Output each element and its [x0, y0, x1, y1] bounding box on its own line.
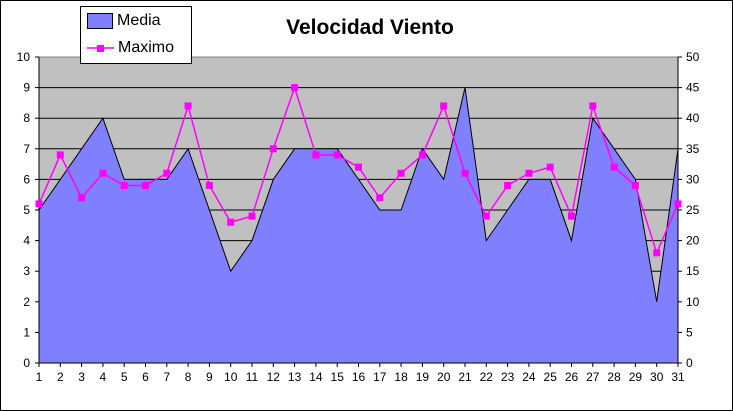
x-tick-label: 12	[267, 370, 281, 384]
y-left-tick-label: 7	[23, 142, 30, 156]
series-maximo-marker	[99, 169, 107, 177]
series-maximo-marker	[120, 182, 128, 190]
y-right-tick-label: 50	[686, 50, 700, 64]
series-maximo-marker	[376, 194, 384, 202]
y-right-tick-label: 20	[686, 234, 700, 248]
series-maximo-marker	[78, 194, 86, 202]
x-tick-label: 13	[288, 370, 302, 384]
x-tick-label: 29	[629, 370, 643, 384]
x-tick-label: 17	[373, 370, 387, 384]
x-tick-label: 19	[416, 370, 430, 384]
series-maximo-marker	[142, 182, 149, 190]
x-tick-label: 6	[142, 370, 149, 384]
chart-legend: Media Maximo	[80, 6, 192, 64]
series-maximo-marker	[631, 182, 639, 190]
y-right-tick-label: 5	[686, 325, 693, 339]
series-maximo-marker	[653, 249, 661, 257]
x-tick-label: 25	[544, 370, 558, 384]
y-left-tick-label: 5	[23, 203, 30, 217]
series-maximo-marker	[248, 212, 256, 220]
series-maximo-marker	[610, 163, 618, 171]
series-maximo-marker	[333, 151, 341, 159]
x-tick-label: 16	[352, 370, 366, 384]
y-right-tick-label: 15	[686, 264, 700, 278]
series-media-area	[39, 87, 678, 363]
x-tick-label: 27	[586, 370, 600, 384]
y-left-tick-label: 2	[23, 295, 30, 309]
x-tick-label: 20	[437, 370, 451, 384]
series-maximo-marker	[163, 169, 171, 177]
x-tick-label: 24	[522, 370, 536, 384]
x-tick-label: 7	[163, 370, 170, 384]
series-maximo-marker	[674, 200, 682, 208]
legend-item-maximo: Maximo	[87, 37, 174, 59]
x-tick-label: 11	[246, 370, 259, 384]
series-maximo-marker	[227, 218, 235, 226]
x-tick-label: 4	[100, 370, 107, 384]
series-maximo-marker	[418, 151, 426, 159]
y-left-tick-label: 1	[23, 325, 30, 339]
x-tick-label: 2	[57, 370, 64, 384]
series-maximo-marker	[355, 163, 362, 171]
series-maximo-marker	[56, 151, 64, 159]
y-right-tick-label: 0	[686, 356, 693, 370]
y-right-tick-label: 25	[686, 203, 700, 217]
y-left-tick-label: 9	[23, 81, 30, 95]
x-tick-label: 15	[331, 370, 345, 384]
series-maximo-marker	[482, 212, 490, 220]
legend-area-swatch	[87, 13, 113, 29]
y-left-tick-label: 8	[23, 111, 30, 125]
x-tick-label: 31	[671, 370, 685, 384]
legend-line-marker	[87, 40, 114, 56]
y-left-tick-label: 0	[23, 356, 30, 370]
chart-title: Velocidad Viento	[286, 16, 454, 39]
x-tick-label: 5	[121, 370, 128, 384]
x-tick-label: 10	[224, 370, 238, 384]
series-maximo-marker	[312, 151, 320, 159]
legend-label-maximo: Maximo	[118, 39, 175, 56]
x-tick-label: 9	[206, 370, 213, 384]
x-tick-label: 21	[458, 370, 472, 384]
x-tick-label: 8	[185, 370, 192, 384]
y-right-tick-label: 10	[686, 295, 700, 309]
x-tick-label: 18	[394, 370, 408, 384]
series-maximo-marker	[35, 200, 43, 208]
series-media-outline	[38, 87, 679, 302]
x-tick-label: 1	[36, 370, 43, 384]
x-tick-label: 26	[565, 370, 579, 384]
series-maximo-marker	[269, 145, 277, 153]
y-left-tick-label: 10	[17, 50, 31, 64]
legend-label-media: Media	[117, 12, 161, 29]
x-tick-label: 23	[501, 370, 515, 384]
series-maximo-marker	[184, 102, 192, 110]
series-maximo-marker	[546, 163, 554, 171]
series-maximo-marker	[397, 169, 405, 177]
x-tick-label: 30	[650, 370, 664, 384]
series-maximo-marker	[440, 102, 448, 110]
x-tick-label: 22	[480, 370, 494, 384]
legend-item-media: Media	[87, 10, 161, 32]
y-left-tick-label: 3	[23, 264, 30, 278]
y-right-tick-label: 35	[686, 142, 700, 156]
y-right-tick-label: 40	[686, 111, 700, 125]
x-tick-label: 14	[309, 370, 323, 384]
y-right-tick-label: 45	[686, 81, 700, 95]
series-maximo-marker	[589, 102, 597, 110]
series-maximo-marker	[568, 212, 575, 220]
x-tick-label: 3	[78, 370, 85, 384]
y-left-tick-label: 4	[23, 234, 30, 248]
y-right-tick-label: 30	[686, 172, 700, 186]
series-maximo-marker	[291, 84, 299, 92]
y-left-tick-label: 6	[23, 172, 30, 186]
series-maximo-marker	[205, 182, 213, 190]
series-maximo-marker	[461, 169, 469, 177]
series-maximo-marker	[504, 182, 512, 190]
series-maximo-marker	[525, 169, 533, 177]
x-tick-label: 28	[607, 370, 621, 384]
